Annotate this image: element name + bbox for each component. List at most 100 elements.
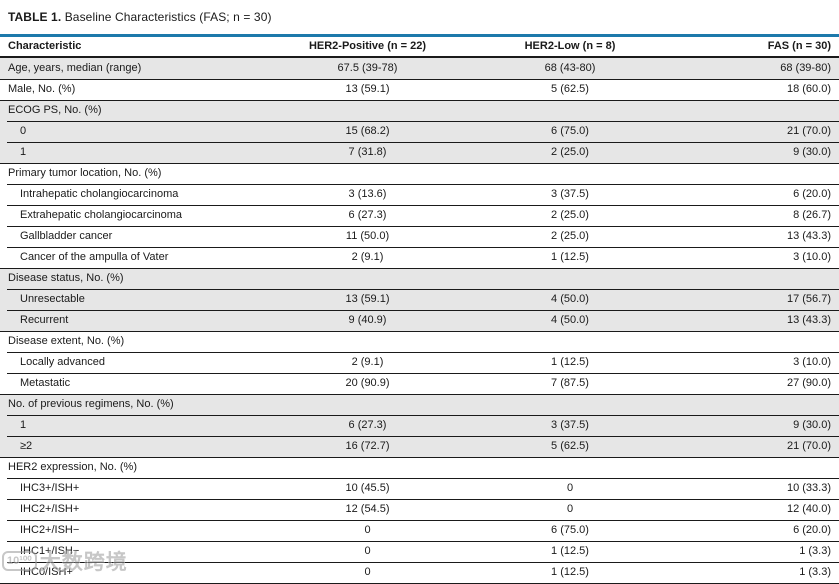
- row-label: IHC0/ISH+: [20, 566, 73, 578]
- table-header-row: Characteristic HER2-Positive (n = 22) HE…: [0, 37, 839, 58]
- table-row: IHC3+/ISH+ 10 (45.5) 0 10 (33.3): [0, 478, 839, 499]
- table-row: Unresectable 13 (59.1) 4 (50.0) 17 (56.7): [0, 289, 839, 310]
- row-value: 10 (45.5): [345, 482, 390, 494]
- row-label: IHC2+/ISH+: [20, 503, 80, 515]
- table-row: Disease status, No. (%): [0, 268, 839, 289]
- row-value: 3 (13.6): [348, 188, 387, 200]
- row-label: IHC1+/ISH−: [20, 545, 80, 557]
- row-value: [690, 457, 839, 478]
- row-divider: [7, 478, 839, 479]
- row-label: Primary tumor location, No. (%): [8, 167, 162, 179]
- row-value: 18 (60.0): [786, 83, 831, 95]
- row-value: 68 (43-80): [544, 62, 596, 74]
- row-divider: [0, 268, 839, 269]
- row-value: 6 (75.0): [551, 524, 589, 536]
- row-value: 0: [364, 566, 371, 578]
- column-header-characteristic: Characteristic: [8, 40, 82, 52]
- row-value: 2 (25.0): [551, 209, 589, 221]
- row-value: 13 (59.1): [345, 83, 390, 95]
- row-value: 1 (3.3): [799, 566, 831, 578]
- table-row: No. of previous regimens, No. (%): [0, 394, 839, 415]
- row-value: 9 (30.0): [793, 146, 831, 158]
- row-divider: [7, 373, 839, 374]
- row-value: 15 (68.2): [345, 125, 390, 137]
- row-divider: [7, 541, 839, 542]
- row-divider: [7, 415, 839, 416]
- row-label: Recurrent: [20, 314, 69, 326]
- row-value: 2 (9.1): [351, 356, 384, 368]
- row-value: 9 (40.9): [348, 314, 387, 326]
- table-row: IHC2+/ISH− 0 6 (75.0) 6 (20.0): [0, 520, 839, 541]
- row-value: 3 (37.5): [551, 188, 589, 200]
- row-value: 2 (9.1): [351, 251, 384, 263]
- table-row: Age, years, median (range) 67.5 (39-78) 68…: [0, 58, 839, 79]
- row-label: Extrahepatic cholangiocarcinoma: [20, 209, 183, 221]
- table-row: 1 6 (27.3) 3 (37.5) 9 (30.0): [0, 415, 839, 436]
- row-value: 1 (3.3): [799, 545, 831, 557]
- row-divider: [7, 247, 839, 248]
- row-value: 1 (12.5): [551, 356, 589, 368]
- row-divider: [0, 79, 839, 80]
- row-label: IHC3+/ISH+: [20, 482, 80, 494]
- row-value: [450, 100, 690, 121]
- row-value: [285, 268, 450, 289]
- row-value: 21 (70.0): [786, 125, 831, 137]
- table-row: Primary tumor location, No. (%): [0, 163, 839, 184]
- row-value: 0: [566, 482, 574, 494]
- row-value: 27 (90.0): [786, 377, 831, 389]
- table-row: Extrahepatic cholangiocarcinoma 6 (27.3) 2…: [0, 205, 839, 226]
- table-caption-title: Baseline Characteristics (FAS; n = 30): [64, 10, 272, 24]
- row-divider: [7, 205, 839, 206]
- table-row: 1 7 (31.8) 2 (25.0) 9 (30.0): [0, 142, 839, 163]
- row-value: 1 (12.5): [551, 545, 589, 557]
- row-value: 20 (90.9): [345, 377, 390, 389]
- row-label: 1: [20, 419, 27, 431]
- table-row: ≥2 16 (72.7) 5 (62.5) 21 (70.0): [0, 436, 839, 457]
- row-value: [690, 163, 839, 184]
- table-row: HER2 expression, No. (%): [0, 457, 839, 478]
- row-value: 6 (75.0): [551, 125, 589, 137]
- row-value: 6 (27.3): [348, 209, 387, 221]
- row-value: [690, 394, 839, 415]
- table-row: Male, No. (%) 13 (59.1) 5 (62.5) 18 (60.0): [0, 79, 839, 100]
- table-row: Disease extent, No. (%): [0, 331, 839, 352]
- table-row: Locally advanced 2 (9.1) 1 (12.5) 3 (10.0): [0, 352, 839, 373]
- row-value: [690, 100, 839, 121]
- row-label: Gallbladder cancer: [20, 230, 113, 242]
- row-divider: [7, 226, 839, 227]
- row-label: 0: [20, 125, 27, 137]
- table-row: 0 15 (68.2) 6 (75.0) 21 (70.0): [0, 121, 839, 142]
- row-value: 12 (54.5): [345, 503, 390, 515]
- row-divider: [7, 184, 839, 185]
- row-value: 9 (30.0): [793, 419, 831, 431]
- row-value: [450, 268, 690, 289]
- table-body: Age, years, median (range) 67.5 (39-78) 68…: [0, 58, 839, 584]
- row-value: 1 (12.5): [551, 251, 589, 263]
- row-value: 6 (20.0): [793, 188, 831, 200]
- row-value: 3 (37.5): [551, 419, 589, 431]
- row-label: IHC2+/ISH−: [20, 524, 80, 536]
- row-value: [285, 457, 450, 478]
- row-divider: [7, 352, 839, 353]
- row-label: Metastatic: [20, 377, 71, 389]
- row-label: Disease extent, No. (%): [8, 335, 125, 347]
- row-value: 11 (50.0): [345, 230, 390, 242]
- table-row: IHC1+/ISH− 0 1 (12.5) 1 (3.3): [0, 541, 839, 562]
- row-value: [690, 331, 839, 352]
- row-divider: [0, 394, 839, 395]
- row-divider: [7, 289, 839, 290]
- table-caption: TABLE 1. Baseline Characteristics (FAS; …: [0, 0, 839, 34]
- row-value: [285, 163, 450, 184]
- table-row: Metastatic 20 (90.9) 7 (87.5) 27 (90.0): [0, 373, 839, 394]
- row-value: 5 (62.5): [551, 83, 589, 95]
- row-divider: [7, 562, 839, 563]
- row-value: [450, 163, 690, 184]
- row-label: HER2 expression, No. (%): [8, 461, 137, 473]
- row-value: 6 (20.0): [793, 524, 831, 536]
- row-value: [450, 331, 690, 352]
- row-divider: [7, 436, 839, 437]
- table-caption-label: TABLE 1.: [8, 10, 62, 24]
- row-value: 6 (27.3): [348, 419, 387, 431]
- row-label: 1: [20, 146, 27, 158]
- row-label: Intrahepatic cholangiocarcinoma: [20, 188, 179, 200]
